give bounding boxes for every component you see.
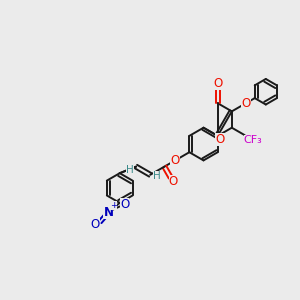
Text: O: O [170, 154, 180, 167]
Text: O: O [169, 175, 178, 188]
Text: O: O [120, 199, 129, 212]
Text: O: O [213, 77, 222, 90]
Text: H: H [126, 165, 134, 175]
Text: H: H [153, 171, 160, 181]
Text: CF₃: CF₃ [244, 135, 262, 145]
Text: O: O [215, 133, 225, 146]
Text: +: + [110, 201, 117, 210]
Text: O: O [241, 97, 250, 110]
Text: O: O [90, 218, 100, 231]
Text: N: N [103, 206, 113, 219]
